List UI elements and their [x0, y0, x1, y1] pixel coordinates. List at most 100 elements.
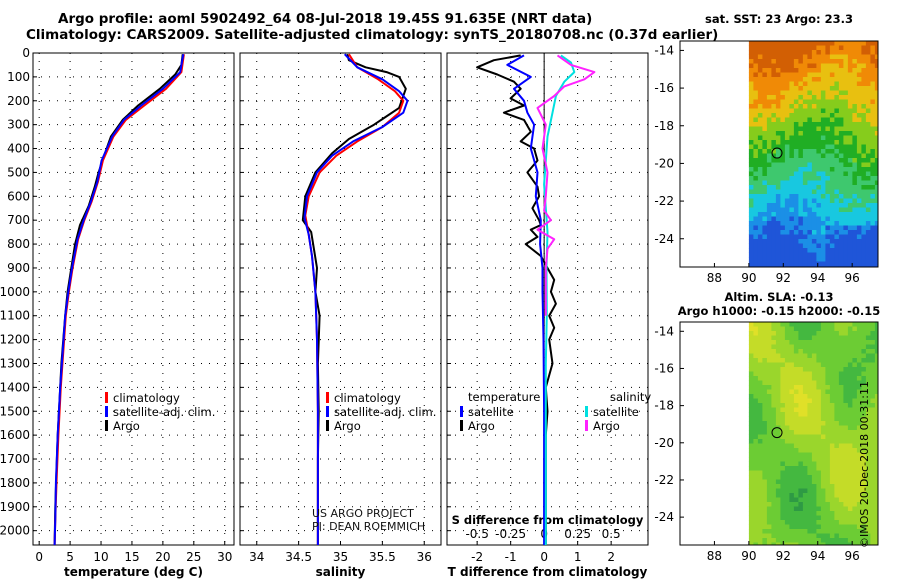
sst_map-cell: [820, 140, 826, 145]
sst_map-cell: [811, 41, 817, 46]
sla_map-cell: [874, 358, 878, 363]
sst_map-cell: [816, 180, 822, 186]
sst_map-cell: [861, 72, 867, 78]
sla_map-cell: [748, 380, 754, 386]
sst_map-cell: [780, 77, 786, 82]
sst_map-cell: [829, 108, 835, 114]
sla_map-cell: [789, 362, 795, 368]
sla_map-cell: [834, 524, 840, 530]
sst_map-cell: [775, 257, 781, 262]
sla_map-cell: [802, 502, 808, 507]
sla_map-cell: [843, 394, 849, 399]
sla_map-cell: [798, 524, 804, 530]
sla_map-cell: [820, 331, 826, 336]
sla_map-cell: [829, 349, 835, 354]
sst_map-cell: [820, 239, 826, 244]
sst_map-cell: [856, 198, 862, 204]
sla_map-cell: [861, 457, 867, 462]
sst_map-cell: [852, 122, 858, 127]
sst_map-cell: [834, 261, 840, 267]
sst_map-cell: [784, 239, 790, 244]
sst_map-cell: [816, 104, 822, 109]
sla_map-cell: [753, 506, 759, 512]
sst_map-cell: [784, 248, 790, 253]
sla_map-cell: [766, 457, 772, 462]
sla_map-cell: [861, 452, 867, 458]
sla_map-cell: [775, 538, 781, 543]
sst_map-cell: [757, 167, 763, 172]
sla_map-cell: [825, 439, 831, 444]
sst_map-cell: [847, 113, 853, 118]
sst_map-cell: [847, 54, 853, 60]
sla_map-cell: [861, 416, 867, 422]
sst_map-cell: [793, 54, 799, 60]
sla_map-cell: [856, 479, 862, 485]
sla_map-cell: [852, 443, 858, 449]
sst_map-cell: [753, 221, 759, 226]
sla_map-cell: [820, 322, 826, 327]
sst_map-cell: [802, 59, 808, 64]
sst_map-cell: [748, 77, 754, 82]
sla_map-cell: [816, 430, 822, 435]
sst_map-cell: [820, 86, 826, 91]
sst_map-cell: [748, 68, 754, 73]
sla_map-cell: [766, 344, 772, 350]
sst_map-cell: [816, 86, 822, 91]
salinity-xtick-label: 36: [417, 550, 432, 564]
sla_map-cell: [762, 389, 768, 395]
sst_map-cell: [825, 140, 831, 145]
sla_map-cell: [789, 326, 795, 332]
sla_map-cell: [838, 371, 844, 377]
sst_map-cell: [847, 81, 853, 87]
sst_map-cell: [825, 216, 831, 222]
sla_map-cell: [780, 340, 786, 345]
sst_map-cell: [838, 54, 844, 60]
sla_map-cell: [789, 335, 795, 341]
sst_map-cell: [780, 230, 786, 235]
sla_map-cell: [793, 326, 799, 332]
sst_map-xtick-label: 94: [810, 271, 825, 285]
sla_map-cell: [789, 520, 795, 525]
sst_map-cell: [766, 149, 772, 154]
sst_map-cell: [766, 207, 772, 213]
sla_map-cell: [874, 484, 878, 489]
sst_map-cell: [820, 144, 826, 150]
sst_map-cell: [784, 45, 790, 51]
sst_map-cell: [766, 113, 772, 118]
sla_map-cell: [856, 443, 862, 449]
sla_map-cell: [829, 484, 835, 489]
sst_map-cell: [757, 54, 763, 60]
sla_map-cell: [820, 511, 826, 516]
sla_map-cell: [766, 403, 772, 408]
sst_map-cell: [748, 239, 754, 244]
sst_map-cell: [856, 117, 862, 123]
sst_map-cell: [753, 113, 759, 118]
sst_map-cell: [865, 171, 871, 177]
sst_map-cell: [811, 113, 817, 118]
sst_map-cell: [856, 185, 862, 190]
sst_map-cell: [748, 117, 754, 123]
sla_map-cell: [874, 443, 878, 449]
sst_map-cell: [829, 117, 835, 123]
sst_map-cell: [780, 144, 786, 150]
sst_map-cell: [766, 230, 772, 235]
sla_map-cell: [865, 452, 871, 458]
sst_map-cell: [762, 50, 768, 55]
sst_map-cell: [784, 198, 790, 204]
sst_map-cell: [825, 243, 831, 249]
sst_map-cell: [820, 59, 826, 64]
sst_map-cell: [798, 81, 804, 87]
sla_map-cell: [870, 511, 876, 516]
sla_map-cell: [820, 380, 826, 386]
sla_map-cell: [757, 349, 763, 354]
sst_map-cell: [838, 203, 844, 208]
sst_map-cell: [861, 81, 867, 87]
sst_map-cell: [771, 158, 777, 163]
sst_map-cell: [811, 72, 817, 78]
sst_map-cell: [780, 140, 786, 145]
sla_map-cell: [874, 394, 878, 399]
sst_map-cell: [861, 257, 867, 262]
sla_map-cell: [793, 340, 799, 345]
sla_map-cell: [757, 520, 763, 525]
sst_map-cell: [748, 59, 754, 64]
